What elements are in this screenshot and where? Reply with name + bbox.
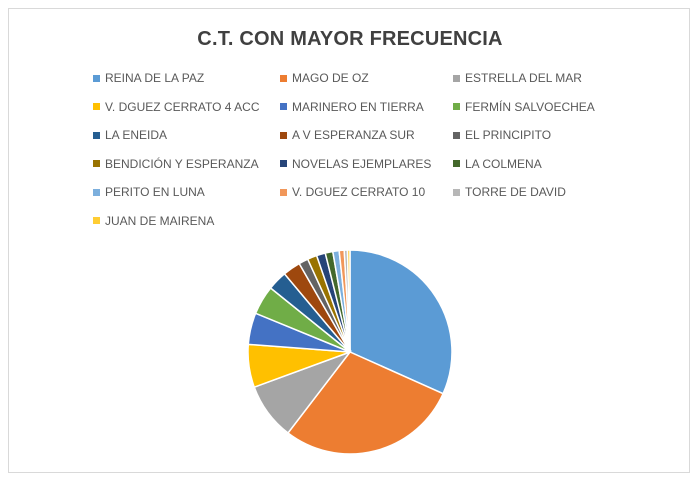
legend-label: LA COLMENA (465, 156, 542, 171)
legend-swatch (93, 74, 100, 82)
legend-item: NOVELAS EJEMPLARES (280, 156, 431, 172)
legend-item: ESTRELLA DEL MAR (453, 70, 582, 86)
legend-label: TORRE DE DAVID (465, 185, 566, 199)
legend-swatch (453, 131, 460, 139)
chart-title: C.T. CON MAYOR FRECUENCIA (197, 28, 503, 50)
legend-item: V. DGUEZ CERRATO 4 ACC (93, 99, 259, 115)
legend-swatch (280, 188, 287, 196)
legend-label: V. DGUEZ CERRATO 4 ACC (105, 99, 260, 114)
legend-swatch (453, 74, 460, 82)
pie-slice (349, 249, 453, 395)
legend-swatch (93, 103, 100, 110)
legend-label: REINA DE LA PAZ (105, 71, 205, 85)
legend-label: ESTRELLA DEL MAR (465, 71, 582, 85)
legend-swatch (280, 160, 287, 167)
legend-label: FERMÍN SALVOECHEA (465, 99, 595, 114)
legend-item: MARINERO EN TIERRA (280, 99, 424, 115)
legend-label: NOVELAS EJEMPLARES (292, 156, 432, 171)
legend-item: PERITO EN LUNA (93, 184, 205, 200)
legend-label: V. DGUEZ CERRATO 10 (292, 185, 426, 199)
legend-swatch (453, 188, 460, 196)
legend-label: MAGO DE OZ (292, 71, 369, 85)
legend-item: JUAN DE MAIRENA (93, 213, 214, 229)
legend-item: A V ESPERANZA SUR (280, 127, 415, 143)
legend-label: BENDICIÓN Y ESPERANZA (105, 156, 259, 171)
legend-item: V. DGUEZ CERRATO 10 (280, 184, 425, 200)
legend-item: LA COLMENA (453, 156, 542, 172)
legend-item: EL PRINCIPITO (453, 127, 551, 143)
legend-item: BENDICIÓN Y ESPERANZA (93, 156, 259, 172)
legend-swatch (280, 131, 287, 139)
legend-label: PERITO EN LUNA (105, 185, 205, 199)
legend-label: EL PRINCIPITO (465, 128, 552, 142)
legend-swatch (453, 103, 460, 110)
legend-item: TORRE DE DAVID (453, 184, 566, 200)
legend-swatch (280, 74, 287, 82)
legend-swatch (453, 160, 460, 167)
legend-item: REINA DE LA PAZ (93, 70, 204, 86)
legend-label: JUAN DE MAIRENA (105, 213, 215, 228)
pie-slice (286, 351, 445, 455)
legend-label: LA ENEIDA (105, 128, 168, 142)
legend-swatch (93, 217, 100, 224)
legend-label: MARINERO EN TIERRA (292, 99, 424, 114)
legend-label: A V ESPERANZA SUR (292, 128, 415, 142)
legend-item: FERMÍN SALVOECHEA (453, 99, 595, 115)
legend-swatch (280, 103, 287, 110)
legend-item: MAGO DE OZ (280, 70, 369, 86)
legend-swatch (93, 188, 100, 196)
legend-swatch (93, 160, 100, 167)
legend-item: LA ENEIDA (93, 127, 167, 143)
pie-slice (346, 249, 351, 353)
legend-swatch (93, 131, 100, 139)
